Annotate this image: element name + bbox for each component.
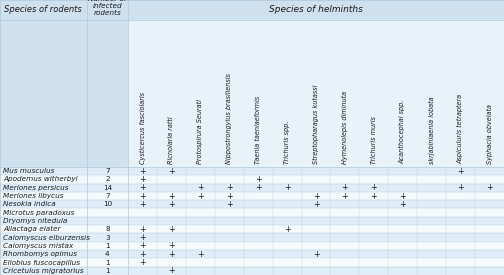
Text: Hymenolepis diminuta: Hymenolepis diminuta — [342, 91, 348, 164]
Text: +: + — [139, 191, 146, 200]
Bar — [0, 250, 504, 258]
Text: +: + — [312, 200, 320, 209]
Text: +: + — [139, 167, 146, 175]
Text: +: + — [139, 250, 146, 259]
Text: +: + — [168, 200, 175, 209]
Text: 1: 1 — [105, 268, 110, 274]
Text: +: + — [255, 175, 262, 184]
Text: Syphacia obvelata: Syphacia obvelata — [486, 104, 492, 164]
Text: Cysticercus fasciolaris: Cysticercus fasciolaris — [140, 92, 146, 164]
Bar — [0, 242, 504, 250]
Text: Ricnolaria ratti: Ricnolaria ratti — [168, 117, 174, 164]
Text: +: + — [168, 167, 175, 175]
Text: +: + — [255, 183, 262, 192]
Text: Number of
infected
rodents: Number of infected rodents — [88, 0, 127, 16]
Bar — [0, 258, 504, 267]
Text: Calomyscus mistax: Calomyscus mistax — [3, 243, 73, 249]
Text: +: + — [197, 183, 204, 192]
Text: Taenia taeniaeformis: Taenia taeniaeformis — [255, 96, 261, 164]
Bar — [0, 200, 504, 208]
Text: Acanthocephal spp.: Acanthocephal spp. — [400, 100, 406, 164]
Text: Microtus paradoxus: Microtus paradoxus — [3, 210, 75, 216]
Text: Cricetulus migratorius: Cricetulus migratorius — [3, 268, 84, 274]
Bar — [0, 20, 128, 167]
Text: +: + — [284, 183, 290, 192]
Text: 2: 2 — [105, 176, 110, 182]
Text: +: + — [139, 175, 146, 184]
Text: +: + — [370, 191, 377, 200]
Bar — [0, 233, 504, 242]
Text: +: + — [457, 167, 464, 175]
Text: +: + — [400, 191, 406, 200]
Text: +: + — [139, 258, 146, 267]
Text: Allactaga elater: Allactaga elater — [3, 226, 60, 232]
Text: +: + — [168, 191, 175, 200]
Text: Trichuris muris: Trichuris muris — [371, 116, 377, 164]
Text: skrjabiniaenia lobata: skrjabiniaenia lobata — [428, 97, 435, 164]
Text: +: + — [139, 233, 146, 242]
Text: Trichuris spp.: Trichuris spp. — [284, 121, 290, 164]
Text: +: + — [486, 183, 493, 192]
Text: 1: 1 — [105, 260, 110, 266]
Text: 14: 14 — [103, 185, 112, 191]
Text: Calomyscus elburzensis: Calomyscus elburzensis — [3, 235, 90, 241]
Text: Apodemus witherbyi: Apodemus witherbyi — [3, 176, 78, 182]
Text: +: + — [168, 241, 175, 251]
Text: 3: 3 — [105, 235, 110, 241]
Text: Species of rodents: Species of rodents — [5, 6, 82, 14]
Bar — [0, 217, 504, 225]
Text: Meriones persicus: Meriones persicus — [3, 185, 69, 191]
Bar — [0, 225, 504, 233]
Text: Nippostrongylus brasiliensis: Nippostrongylus brasiliensis — [226, 73, 232, 164]
Text: +: + — [312, 250, 320, 259]
Text: 7: 7 — [105, 193, 110, 199]
Text: +: + — [312, 191, 320, 200]
Text: Rhombomys opimus: Rhombomys opimus — [3, 251, 77, 257]
Text: Streptopharagus kutassi: Streptopharagus kutassi — [313, 85, 319, 164]
Text: +: + — [342, 183, 348, 192]
Text: Species of helminths: Species of helminths — [269, 6, 363, 14]
Bar — [0, 183, 504, 192]
Text: Ellobius fuscocapillus: Ellobius fuscocapillus — [3, 260, 80, 266]
Bar — [128, 20, 504, 167]
Text: Dryomys nitedula: Dryomys nitedula — [3, 218, 68, 224]
Text: Meriones libycus: Meriones libycus — [3, 193, 64, 199]
Text: 1: 1 — [105, 243, 110, 249]
Text: +: + — [457, 183, 464, 192]
Text: +: + — [168, 250, 175, 259]
Bar — [0, 175, 504, 183]
Text: +: + — [168, 225, 175, 234]
Text: +: + — [139, 225, 146, 234]
Text: Nesokia indica: Nesokia indica — [3, 201, 56, 207]
Text: +: + — [197, 250, 204, 259]
Text: +: + — [226, 183, 232, 192]
Text: Mus musculus: Mus musculus — [3, 168, 54, 174]
Bar — [0, 192, 504, 200]
Text: +: + — [226, 191, 232, 200]
Text: 8: 8 — [105, 226, 110, 232]
Bar — [0, 0, 504, 20]
Text: +: + — [168, 266, 175, 275]
Text: 10: 10 — [103, 201, 112, 207]
Text: +: + — [139, 200, 146, 209]
Text: Protospirura Seurati: Protospirura Seurati — [197, 99, 204, 164]
Text: +: + — [139, 241, 146, 251]
Text: +: + — [400, 200, 406, 209]
Text: +: + — [284, 225, 290, 234]
Bar — [0, 267, 504, 275]
Text: +: + — [226, 200, 232, 209]
Bar — [0, 167, 504, 175]
Text: 7: 7 — [105, 168, 110, 174]
Text: +: + — [139, 183, 146, 192]
Text: 4: 4 — [105, 251, 110, 257]
Text: +: + — [342, 191, 348, 200]
Bar — [0, 208, 504, 217]
Text: +: + — [197, 191, 204, 200]
Text: Aspiculuris tetraptera: Aspiculuris tetraptera — [458, 94, 464, 164]
Text: +: + — [370, 183, 377, 192]
